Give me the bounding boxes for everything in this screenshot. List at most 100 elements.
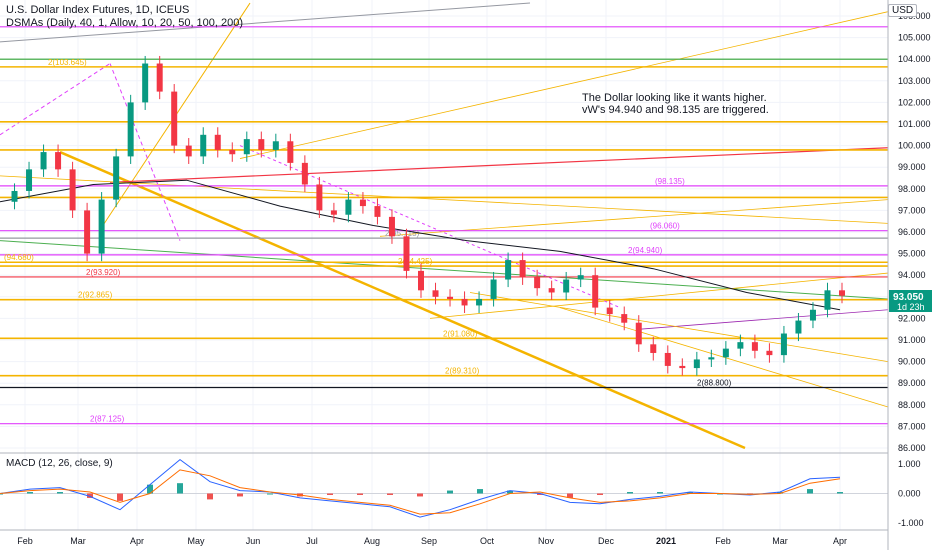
- candle-body: [809, 309, 816, 321]
- candle-body: [621, 314, 628, 323]
- time-tick-label: Sep: [421, 536, 437, 546]
- price-tick-label: 95.000: [898, 249, 926, 259]
- time-tick-label: Feb: [715, 536, 731, 546]
- time-tick-label: 2021: [656, 536, 676, 546]
- candle-body: [301, 162, 308, 185]
- candle-body: [519, 260, 526, 278]
- currency-button[interactable]: USD: [888, 4, 918, 17]
- macd-histogram-bar: [327, 493, 333, 495]
- candle-body: [708, 357, 715, 360]
- macd-histogram-bar: [147, 484, 153, 494]
- candle-body: [69, 169, 76, 211]
- level-label: 2(103.645): [48, 58, 87, 67]
- candle-body: [795, 320, 802, 334]
- price-tick-label: 101.000: [898, 119, 931, 129]
- macd-histogram-bar: [447, 490, 453, 494]
- macd-histogram-bar: [387, 493, 393, 495]
- candle-body: [55, 152, 62, 170]
- price-tick-label: 103.000: [898, 76, 931, 86]
- candle-body: [737, 342, 744, 349]
- annotation-line-2: vW's 94.940 and 98.135 are triggered.: [582, 104, 769, 116]
- macd-histogram-bar: [627, 492, 633, 494]
- macd-histogram-bar: [27, 492, 33, 494]
- trendline-gray: [0, 2, 531, 43]
- price-axis[interactable]: 106.000105.000104.000103.000102.000101.0…: [898, 11, 931, 453]
- price-tick-label: 88.000: [898, 400, 926, 410]
- macd-histogram-bar: [567, 493, 573, 498]
- macd-histogram-bar: [237, 493, 243, 497]
- macd-histogram-bar: [57, 492, 63, 494]
- macd-axis[interactable]: 1.000 0.000 -1.000: [898, 459, 924, 528]
- macd-histogram-bar: [477, 489, 483, 494]
- time-tick-label: Aug: [364, 536, 380, 546]
- macd-tick-label: 0.000: [898, 489, 921, 499]
- candle-body: [84, 210, 91, 254]
- candle-body: [345, 199, 352, 215]
- trendline-yellow-3: [429, 272, 889, 319]
- indicator-legend: DSMAs (Daily, 40, 1, Allow, 10, 20, 50, …: [6, 17, 244, 29]
- level-label: 2(89.310): [445, 367, 480, 376]
- price-tick-label: 90.000: [898, 357, 926, 367]
- trendline-green-mid: [0, 240, 889, 300]
- price-tick-label: 89.000: [898, 378, 926, 388]
- candle-body: [635, 322, 642, 345]
- price-tick-label: 100.000: [898, 141, 931, 151]
- price-tick-label: 87.000: [898, 421, 926, 431]
- candle-body: [577, 275, 584, 280]
- candle-body: [824, 290, 831, 310]
- price-tick-label: 91.000: [898, 335, 926, 345]
- candle-body: [258, 139, 265, 150]
- candle-body: [432, 290, 439, 297]
- candle-body: [142, 63, 149, 103]
- macd-histogram-bar: [87, 493, 93, 498]
- candle-body: [766, 350, 773, 356]
- candle-body: [374, 206, 381, 217]
- price-tick-label: 94.000: [898, 270, 926, 280]
- signal-line: [0, 469, 841, 515]
- macd-tick-label: -1.000: [898, 518, 924, 528]
- candle-body: [11, 190, 18, 202]
- level-label: 2(95.715): [385, 229, 420, 238]
- trendline-purple: [639, 309, 889, 330]
- candle-body: [476, 298, 483, 306]
- candle-body: [664, 352, 671, 366]
- ma-200-line: [0, 179, 841, 311]
- time-axis[interactable]: Feb Mar Apr May Jun Jul Aug Sep Oct Nov Dec 2021 Feb…: [0, 529, 888, 546]
- macd-histogram-bar: [0, 493, 3, 495]
- candle-body: [693, 359, 700, 369]
- candle-body: [214, 134, 221, 150]
- candle-body: [447, 296, 454, 299]
- chart-title: U.S. Dollar Index Futures, 1D, ICEUS: [6, 4, 190, 16]
- time-tick-label: Oct: [480, 536, 495, 546]
- time-tick-label: May: [187, 536, 205, 546]
- level-label: 2(87.125): [90, 415, 125, 424]
- macd-histogram-bar: [177, 483, 183, 494]
- candle-body: [113, 156, 120, 200]
- candle-body: [200, 134, 207, 157]
- candle-body: [839, 290, 845, 296]
- macd-histogram-bar: [537, 493, 543, 495]
- candle-body: [388, 216, 395, 237]
- macd-histogram-bar: [417, 493, 423, 497]
- candle-body: [156, 63, 163, 92]
- price-tick-label: 102.000: [898, 97, 931, 107]
- candle-body: [171, 91, 178, 146]
- candle-body: [98, 199, 105, 254]
- level-label: 2(94.940): [628, 246, 663, 255]
- candle-body: [751, 342, 758, 351]
- macd-panel: [0, 458, 888, 518]
- price-tick-label: 97.000: [898, 205, 926, 215]
- trendline-yellow-5: [469, 292, 889, 362]
- macd-histogram-bar: [207, 493, 213, 500]
- candle-body: [359, 199, 366, 207]
- candle-body: [592, 275, 599, 308]
- macd-histogram-bar: [657, 492, 663, 494]
- level-label: (94.680): [4, 253, 34, 262]
- price-tick-label: 96.000: [898, 227, 926, 237]
- candle-body: [330, 210, 337, 215]
- candle-body: [722, 348, 729, 358]
- macd-histogram-bar: [837, 492, 843, 494]
- level-label: 2(94.425): [398, 257, 433, 266]
- macd-histogram-bar: [597, 493, 603, 495]
